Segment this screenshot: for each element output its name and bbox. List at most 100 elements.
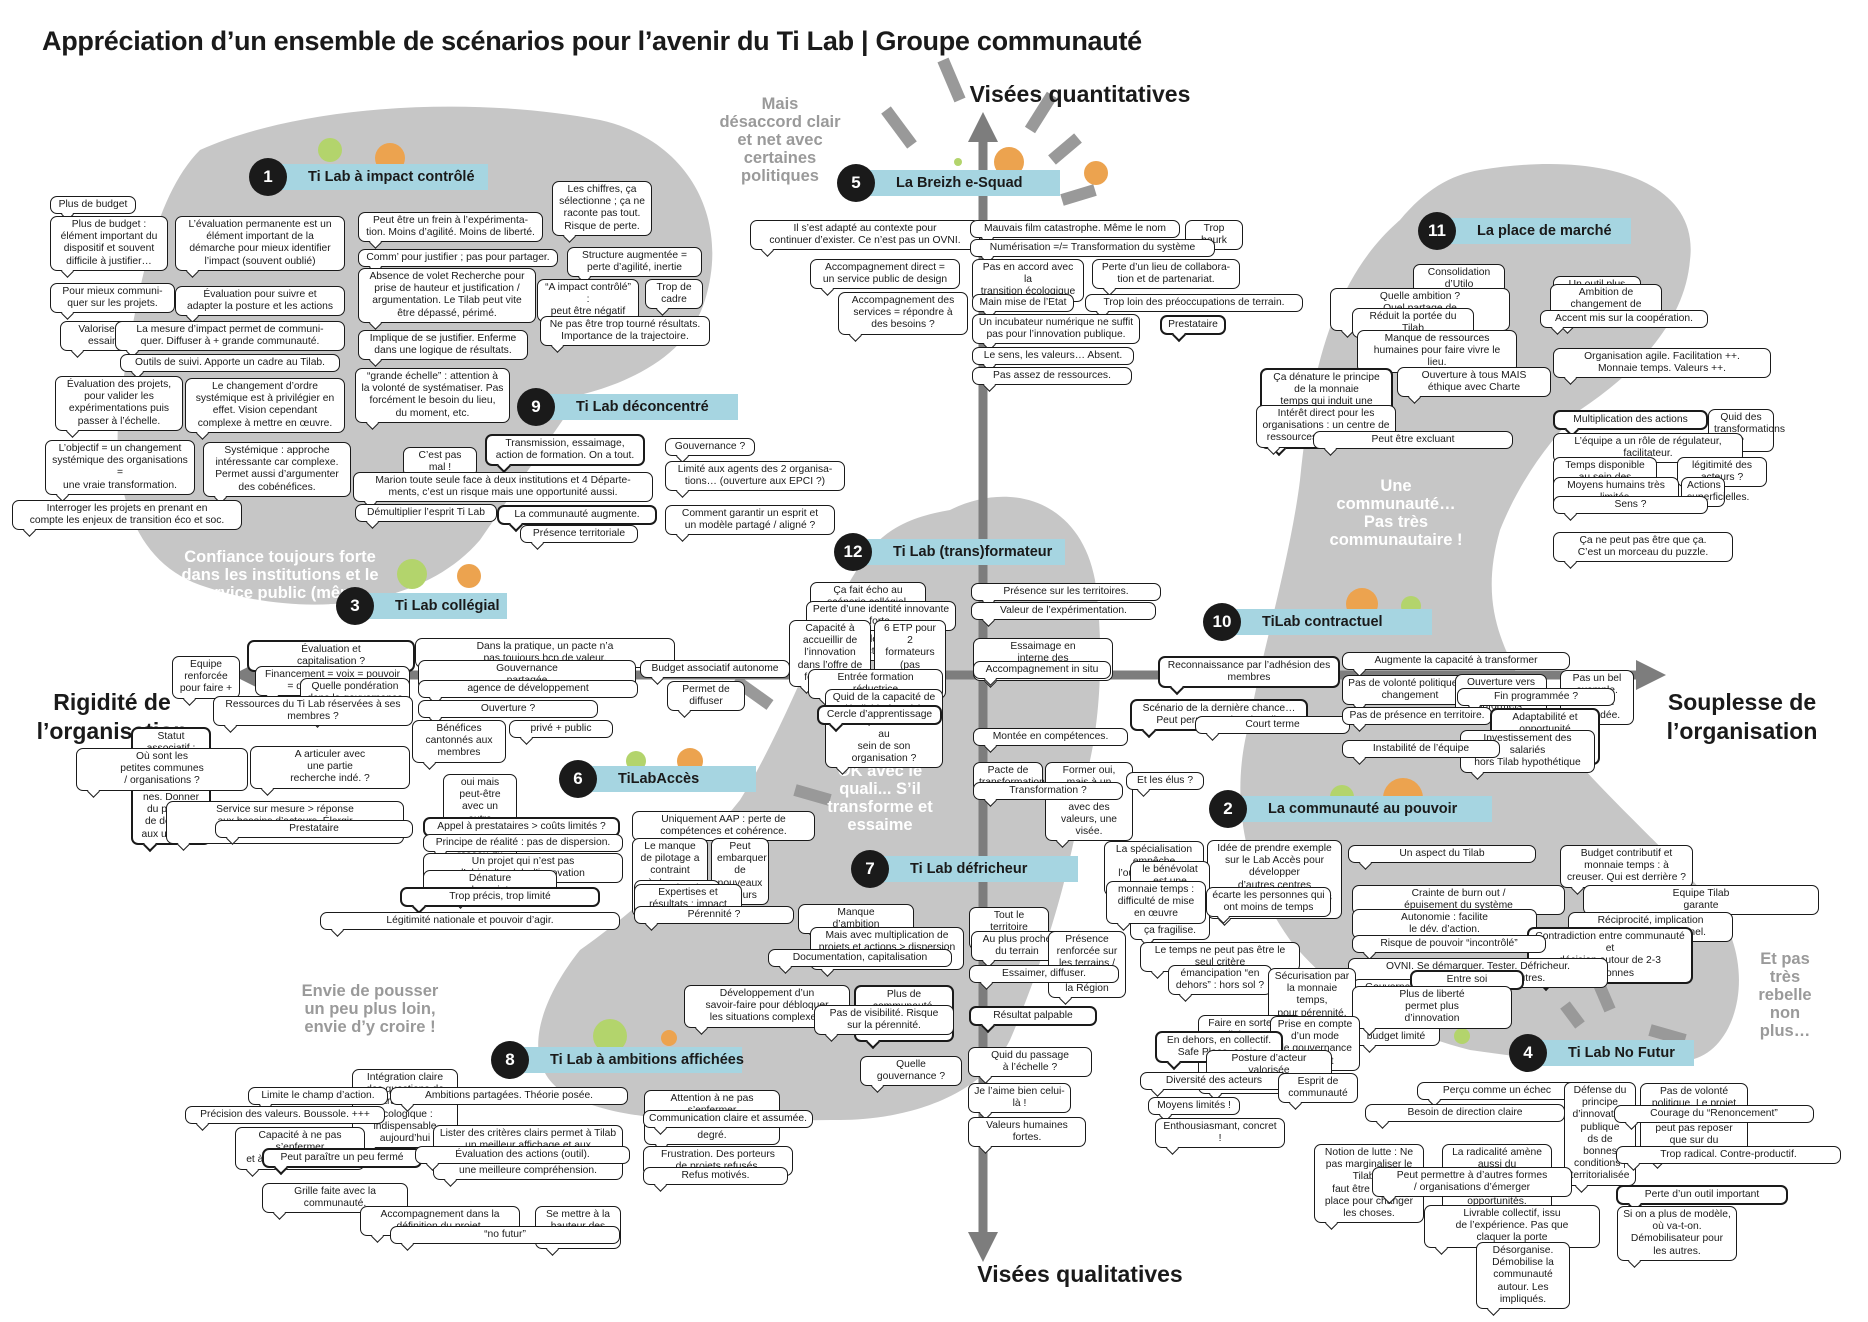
page-title: Appréciation d’un ensemble de scénarios … — [42, 26, 1142, 56]
comment-bubble: Quelle gouvernance ? — [860, 1056, 962, 1087]
comment-bubble: “no futur” — [390, 1226, 620, 1245]
comment-bubble: Limité aux agents des 2 organisa-tions… … — [665, 461, 845, 492]
comment-bubble: Main mise de l’Etat — [972, 294, 1074, 313]
scenario-number: 4 — [1509, 1034, 1547, 1072]
commentary: Mais désaccord clair et net avec certaines p… — [719, 95, 841, 185]
comment-bubble: Trop radical. Contre-productif. — [1616, 1146, 1841, 1165]
scenario-title: TiLabAccès — [580, 766, 756, 792]
comment-bubble: Interroger les projets en prenant en comp… — [12, 500, 242, 531]
comment-bubble: Courage du “Renoncement” — [1614, 1105, 1814, 1124]
axis-label-top: Visées quantitatives — [969, 81, 1191, 107]
arrow-down — [968, 1232, 998, 1262]
comment-bubble: Diversité des acteurs — [1140, 1072, 1288, 1091]
comment-bubble: émancipation “en dehors” : hors sol ? — [1168, 965, 1272, 996]
comment-bubble: Permet de diffuser — [667, 681, 745, 712]
ray — [1560, 1001, 1585, 1029]
comment-bubble: Présence sur les territoires. — [971, 583, 1161, 602]
rays — [731, 57, 1687, 1046]
comment-bubble: Prestataire — [1160, 315, 1226, 336]
green-dot — [397, 559, 427, 589]
comment-bubble: Livrable collectif, issu de l’expérience.… — [1424, 1205, 1600, 1248]
axis-label-right: Souplesse de l’organisation — [1666, 689, 1818, 744]
scenario-number: 1 — [249, 158, 287, 196]
scenario-title: Ti Lab à impact contrôlé — [270, 164, 488, 190]
scenario-number: 3 — [336, 587, 374, 625]
comment-bubble: Ouverture à tous MAIS éthique avec Charte — [1397, 367, 1551, 398]
scenario-number: 11 — [1418, 212, 1456, 250]
comment-bubble: Implique de se justifier. Enferme dans un… — [358, 330, 528, 361]
comment-bubble: “grande échelle” : attention à la volonté… — [355, 368, 510, 423]
comment-bubble: Ouverture ? — [418, 700, 598, 719]
comment-bubble: Trop de cadre — [645, 279, 703, 310]
comment-bubble: A articuler avec une partie recherche indé… — [250, 746, 410, 789]
comment-bubble: Besoin de direction claire — [1365, 1104, 1565, 1123]
comment-bubble: Ça ne peut pas être que ça. C’est un morc… — [1553, 532, 1733, 563]
comment-bubble: écarte les personnes qui ont moins de te… — [1206, 887, 1331, 918]
comment-bubble: Et les élus ? — [1126, 772, 1204, 791]
comment-bubble: Transmission, essaimage, action de format… — [485, 434, 645, 467]
comment-bubble: Enthousiasmant, concret ! — [1155, 1118, 1285, 1149]
comment-bubble: Peut être excluant — [1313, 431, 1513, 450]
comment-bubble: Numérisation =/= Transformation du systè… — [970, 239, 1215, 258]
comment-bubble: Ne pas être trop tourné résultats. Import… — [540, 316, 710, 347]
comment-bubble: Perte d’un outil important — [1616, 1185, 1788, 1206]
arrow-right — [1636, 660, 1666, 690]
comment-bubble: Perçu comme un échec — [1417, 1082, 1577, 1101]
comment-bubble: Uniquement AAP : perte de compétences et … — [632, 811, 815, 842]
comment-bubble: La mesure d’impact permet de communi-que… — [115, 321, 345, 352]
comment-bubble: Un aspect du Tilab — [1348, 845, 1536, 864]
ray — [1060, 184, 1097, 206]
comment-bubble: Principe de réalité : pas de dispersion. — [423, 834, 623, 853]
ray — [1024, 91, 1058, 134]
scenario-number: 5 — [837, 164, 875, 202]
scenario-title: TiLab contractuel — [1224, 609, 1432, 635]
green-dot — [318, 138, 342, 162]
scenario-number: 7 — [851, 850, 889, 888]
comment-bubble: Reconnaissance par l’adhésion des membre… — [1158, 656, 1340, 689]
comment-bubble: Esprit de communauté — [1278, 1073, 1358, 1104]
commentary: Une communauté… Pas très communautaire ! — [1329, 477, 1463, 549]
scenario-title: Ti Lab (trans)formateur — [855, 539, 1065, 565]
comment-bubble: Outils de suivi. Apporte un cadre au Til… — [120, 354, 340, 373]
comment-bubble: Évaluation pour suivre et adapter la post… — [175, 286, 345, 317]
scenario-number: 6 — [559, 760, 597, 798]
comment-bubble: Si on a plus de modèle, où va-t-on. Démob… — [1617, 1206, 1737, 1261]
orange-dot — [457, 564, 481, 588]
comment-bubble: Quid de la capacité del’individu formé à… — [825, 689, 943, 769]
comment-bubble: Multiplication des actions — [1553, 410, 1708, 431]
scenario-number: 12 — [834, 533, 872, 571]
comment-bubble: Perte d’un lieu de collabora-tion et de … — [1092, 259, 1240, 290]
ray — [937, 57, 966, 103]
comment-bubble: Mauvais film catastrophe. Même le nom — [970, 220, 1180, 239]
comment-bubble: Précision des valeurs. Boussole. +++ — [185, 1106, 385, 1125]
comment-bubble: Equipe Tilab garante — [1583, 885, 1819, 916]
scenario-number: 10 — [1203, 603, 1241, 641]
comment-bubble: agence de développement — [418, 680, 638, 699]
scenario-title: Ti Lab collégial — [357, 593, 507, 619]
comment-bubble: Plus de liberté permet plus d’innovation — [1352, 986, 1512, 1029]
comment-bubble: Budget associatif autonome — [640, 660, 790, 679]
comment-bubble: Les chiffres, ça sélectionne ; ça ne racon… — [552, 181, 652, 236]
comment-bubble: Budget contributif et monnaie temps : à cr… — [1560, 845, 1693, 888]
comment-bubble: Accent mis sur la coopération. — [1540, 310, 1708, 329]
comment-bubble: Présence territoriale — [520, 525, 638, 544]
comment-bubble: Défense du principe d’innovation publiqu… — [1564, 1082, 1636, 1186]
scenario-title: La communauté au pouvoir — [1230, 796, 1492, 822]
comment-bubble: Trop loin des préoccupations de terrain. — [1085, 294, 1303, 313]
comment-bubble: La communauté augmente. — [497, 505, 657, 526]
commentary: Confiance toujours forte dans les institu… — [181, 548, 379, 620]
comment-bubble: Où sont les petites communes / organisatio… — [76, 748, 248, 791]
comment-bubble: Développement d’un savoir-faire pour débl… — [684, 985, 850, 1028]
comment-bubble: Gouvernance ? — [665, 438, 755, 457]
comment-bubble: Pas de visibilité. Risque sur la pérennit… — [814, 1005, 954, 1036]
green-dot — [593, 1019, 627, 1053]
scenario-number: 8 — [491, 1041, 529, 1079]
comment-bubble: Plus de budget — [50, 196, 136, 215]
comment-bubble: Risque de pouvoir “incontrôlé” — [1352, 935, 1546, 954]
orange-dot — [661, 1030, 677, 1046]
comment-bubble: Augmente la capacité à transformer — [1342, 652, 1570, 671]
comment-bubble: Démultiplier l’esprit Ti Lab — [355, 504, 497, 523]
arrow-up — [968, 112, 998, 142]
commentary: Envie de pousser un peu plus loin, envie d… — [301, 982, 439, 1036]
